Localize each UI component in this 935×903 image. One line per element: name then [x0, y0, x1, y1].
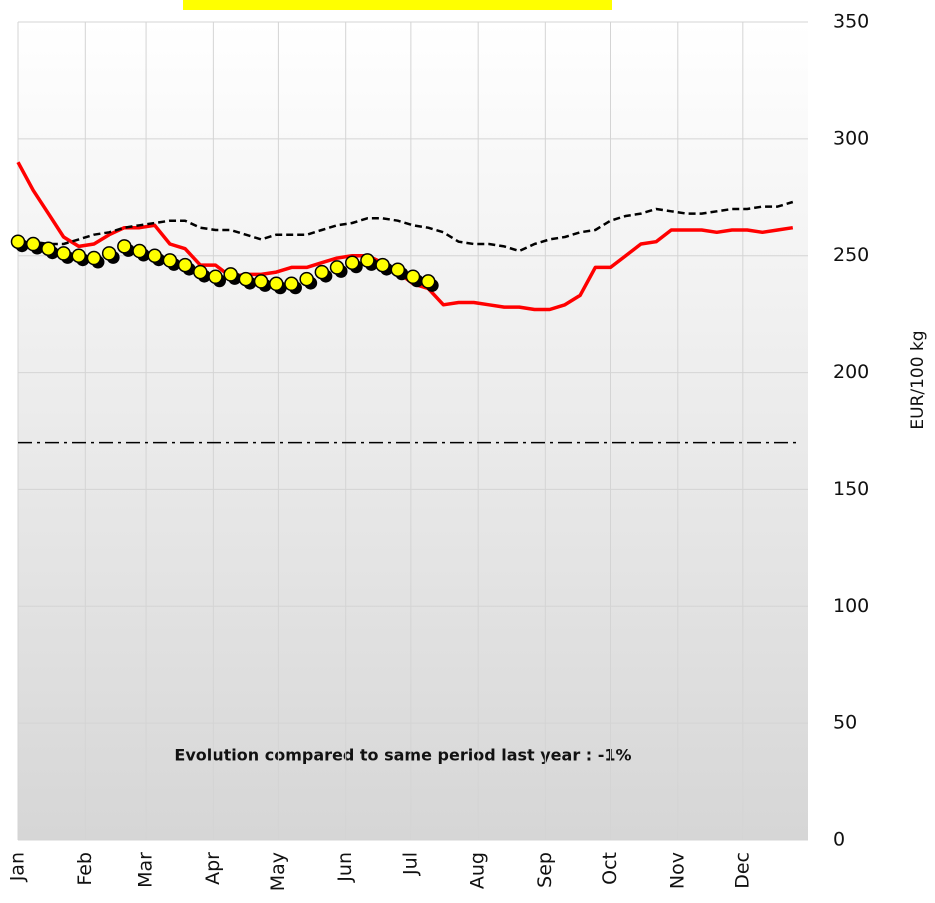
- marker: [10, 234, 26, 249]
- y-tick-label: 0: [833, 829, 845, 851]
- marker: [56, 246, 71, 261]
- marker: [238, 271, 254, 287]
- x-tick-label: Dec: [731, 852, 753, 889]
- annotation: Evolution compared to same period last y…: [174, 746, 631, 765]
- marker: [375, 257, 390, 273]
- y-tick-label: 300: [833, 127, 869, 149]
- x-tick-label: Nov: [666, 852, 688, 889]
- marker: [284, 276, 299, 292]
- marker: [193, 264, 208, 280]
- marker: [162, 253, 178, 268]
- x-tick-label: Feb: [74, 852, 96, 886]
- x-tick-label: Jun: [334, 852, 356, 883]
- marker: [117, 239, 132, 254]
- marker: [329, 260, 345, 275]
- x-tick-label: Jan: [7, 852, 29, 882]
- marker: [420, 274, 436, 289]
- title-box: [183, 0, 612, 10]
- y-tick-label: 100: [833, 595, 869, 617]
- marker: [299, 271, 314, 287]
- marker: [360, 253, 375, 268]
- x-tick-label: May: [267, 852, 289, 891]
- y-axis-label: EUR/100 kg: [908, 330, 928, 429]
- marker: [25, 236, 41, 252]
- y-tick-label: 50: [833, 712, 857, 734]
- marker: [132, 243, 147, 259]
- marker: [253, 274, 269, 289]
- marker: [314, 264, 330, 280]
- x-tick-label: Mar: [135, 852, 157, 888]
- marker: [208, 269, 223, 284]
- marker: [269, 276, 284, 292]
- marker: [101, 246, 117, 261]
- y-tick-label: 350: [833, 11, 869, 33]
- y-tick-label: 200: [833, 361, 869, 383]
- marker: [344, 255, 360, 270]
- marker: [147, 248, 162, 263]
- marker: [390, 262, 406, 277]
- marker: [86, 250, 102, 266]
- x-tick-label: Apr: [202, 852, 224, 885]
- series-line: [18, 200, 794, 253]
- marker: [41, 241, 56, 256]
- marker: [71, 248, 87, 263]
- x-tick-label: Jul: [399, 852, 421, 876]
- y-tick-label: 250: [833, 244, 869, 266]
- x-tick-label: Sep: [534, 852, 556, 888]
- plot-background: [18, 22, 808, 840]
- y-tick-label: 150: [833, 478, 869, 500]
- x-tick-label: Aug: [467, 852, 489, 889]
- x-tick-label: Oct: [599, 852, 621, 885]
- marker: [405, 269, 421, 284]
- marker: [223, 267, 238, 282]
- marker: [177, 257, 193, 273]
